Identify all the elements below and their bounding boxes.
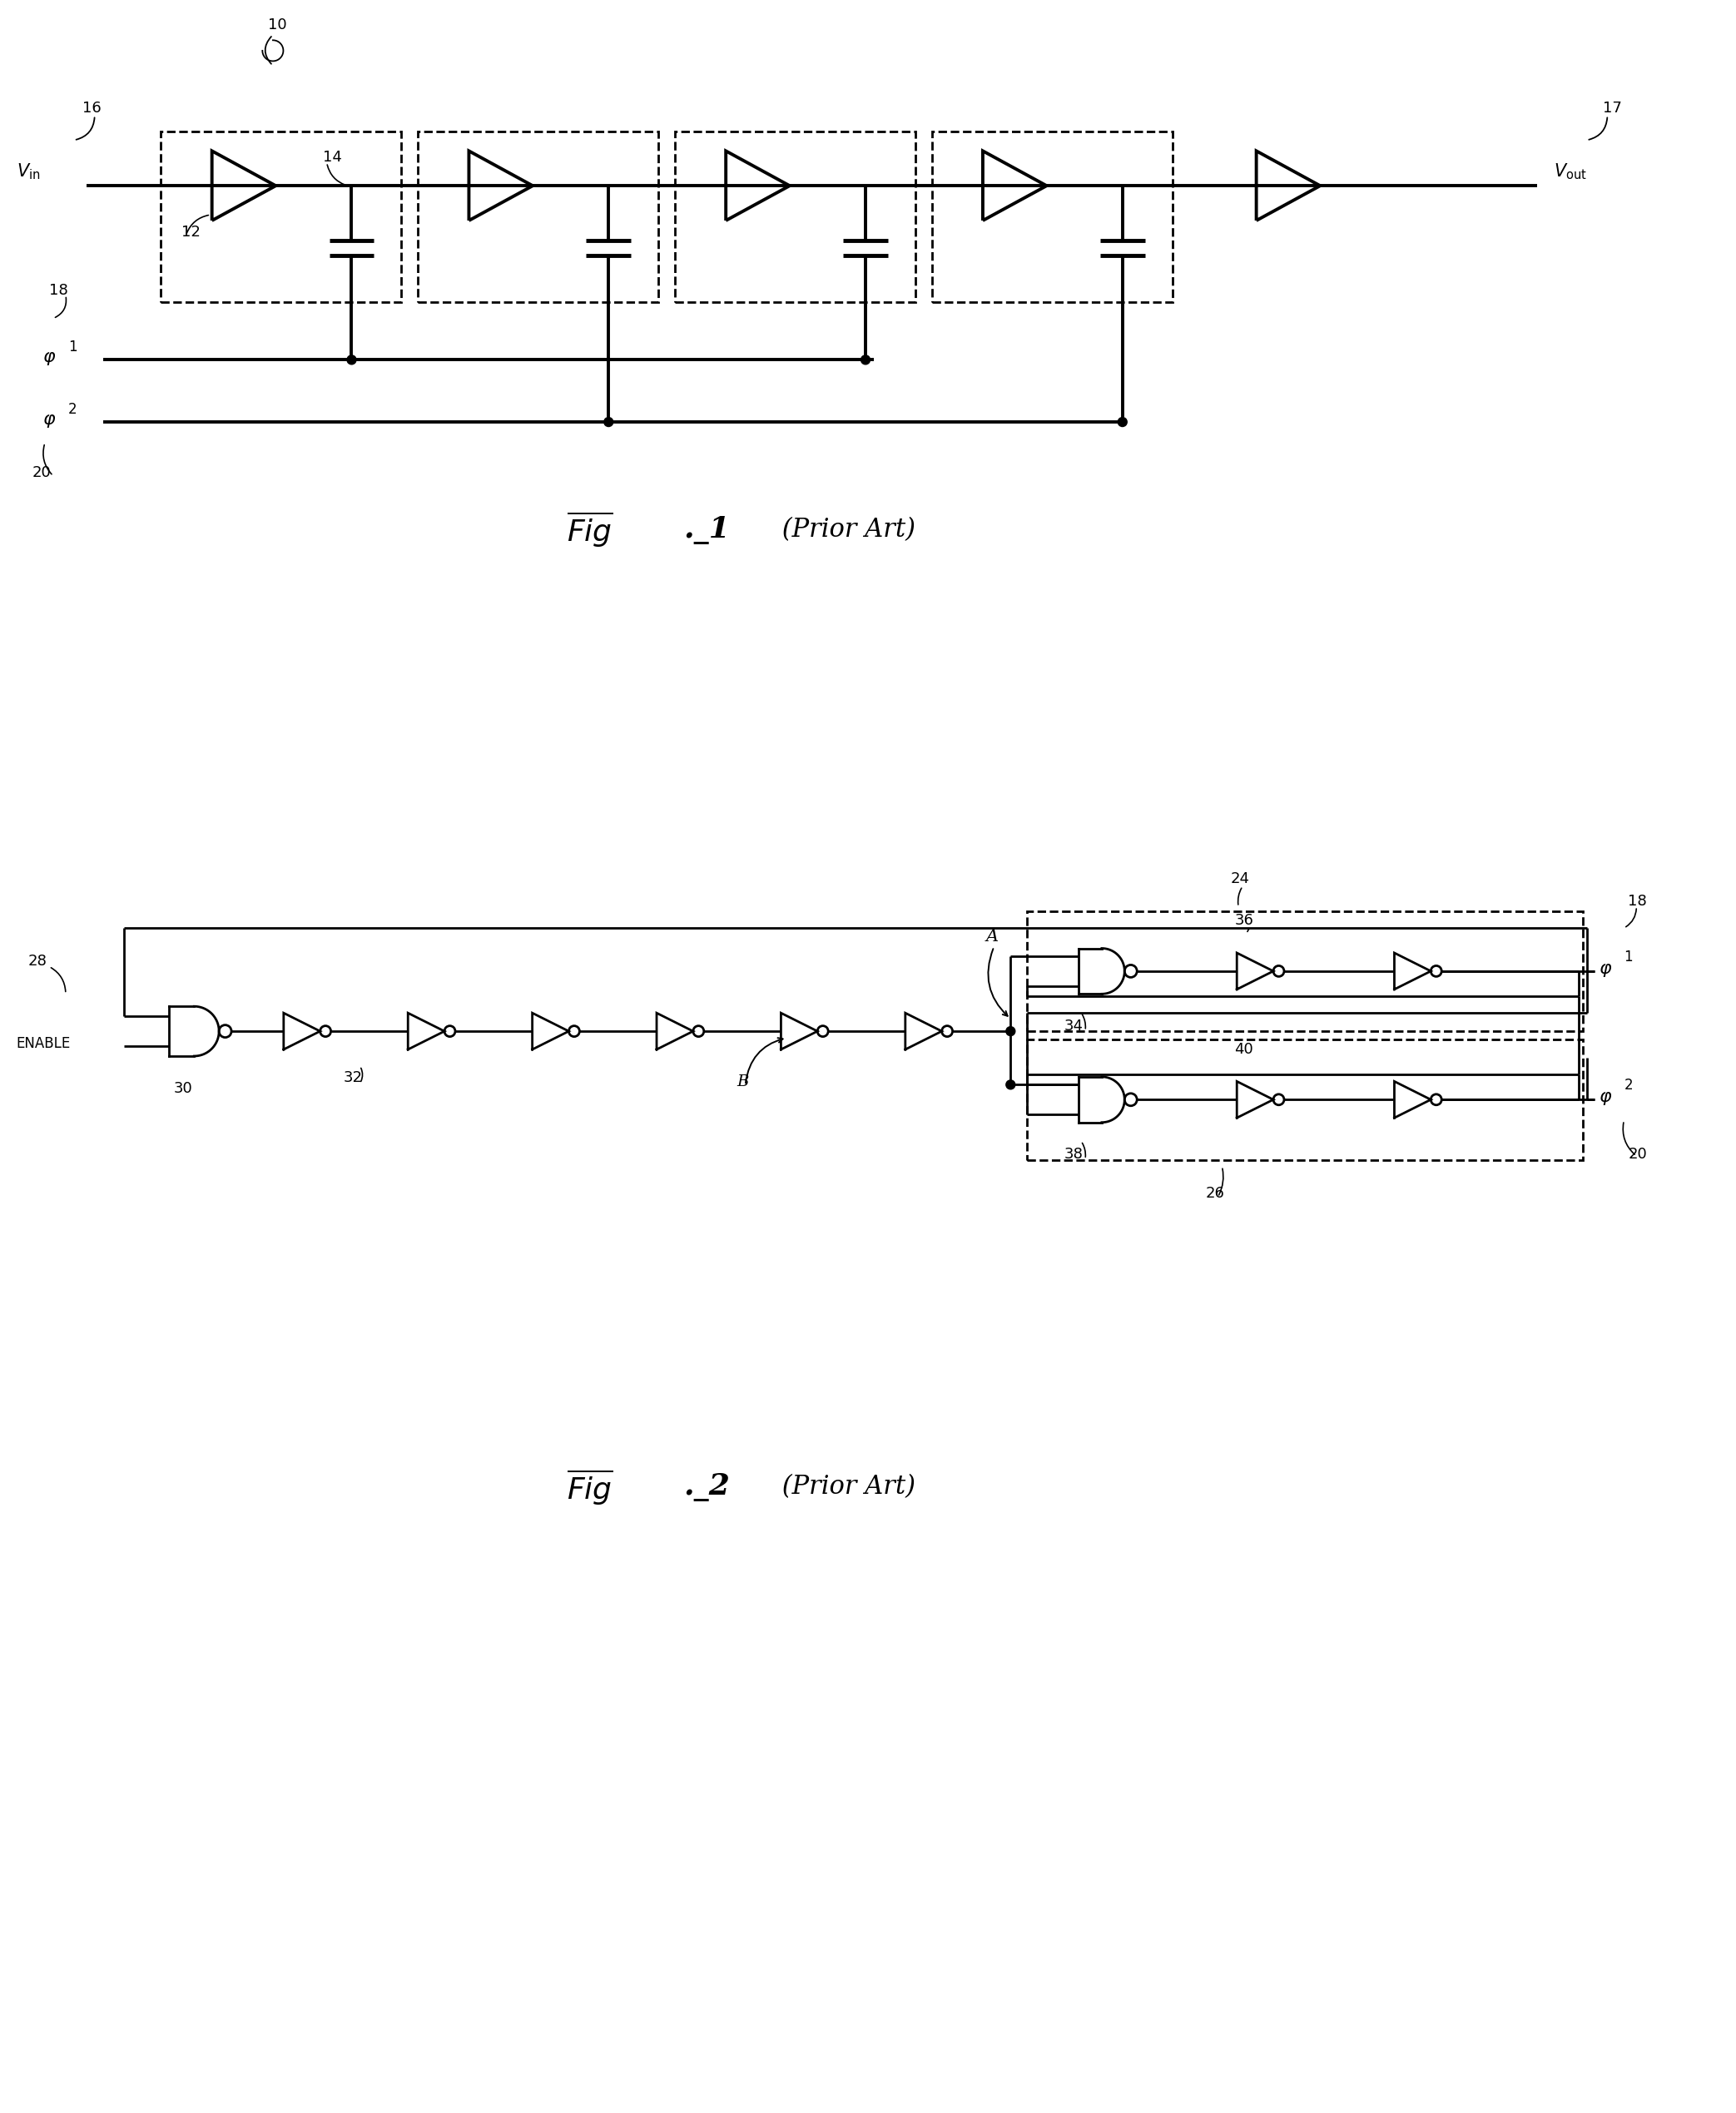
Text: 34: 34 [1064,1018,1083,1033]
Text: 18: 18 [49,283,68,298]
Text: 10: 10 [267,17,286,32]
Text: 36: 36 [1234,913,1253,928]
Text: 38: 38 [1064,1147,1083,1162]
Circle shape [1118,418,1127,427]
Text: $\varphi$: $\varphi$ [42,412,56,429]
Text: 20: 20 [1628,1147,1647,1162]
Text: $\overline{Fig}$: $\overline{Fig}$ [568,1466,613,1507]
Text: ._1: ._1 [684,516,729,543]
Text: 32: 32 [344,1069,363,1086]
Text: 2: 2 [1623,1078,1634,1092]
Text: B: B [738,1073,748,1088]
Text: 14: 14 [323,150,342,165]
Text: 20: 20 [33,465,52,480]
Text: 30: 30 [174,1082,193,1097]
Text: 12: 12 [182,224,201,239]
Circle shape [861,355,870,363]
Text: $\varphi$: $\varphi$ [42,349,56,368]
Text: 2: 2 [68,401,76,416]
Text: 24: 24 [1231,871,1250,885]
Text: A: A [986,928,998,945]
Text: 26: 26 [1205,1185,1224,1200]
Text: $\varphi$: $\varphi$ [1599,1088,1613,1107]
Circle shape [1005,1080,1016,1088]
Text: (Prior Art): (Prior Art) [774,518,917,543]
Text: ._2: ._2 [684,1473,729,1500]
Text: 1: 1 [1623,949,1634,964]
Text: 28: 28 [28,955,47,970]
Text: 40: 40 [1234,1042,1253,1056]
Text: 17: 17 [1604,99,1621,116]
Circle shape [604,418,613,427]
Text: $\varphi$: $\varphi$ [1599,959,1613,978]
Circle shape [347,355,356,363]
Text: 16: 16 [82,99,101,116]
Text: $V_{\rm out}$: $V_{\rm out}$ [1554,163,1587,182]
Text: $V_{\rm in}$: $V_{\rm in}$ [16,163,40,182]
Text: 1: 1 [68,340,76,355]
Circle shape [1005,1027,1016,1035]
Text: (Prior Art): (Prior Art) [774,1475,917,1500]
Text: ENABLE: ENABLE [16,1035,69,1050]
Text: $\overline{Fig}$: $\overline{Fig}$ [568,509,613,549]
Text: 18: 18 [1628,894,1647,909]
